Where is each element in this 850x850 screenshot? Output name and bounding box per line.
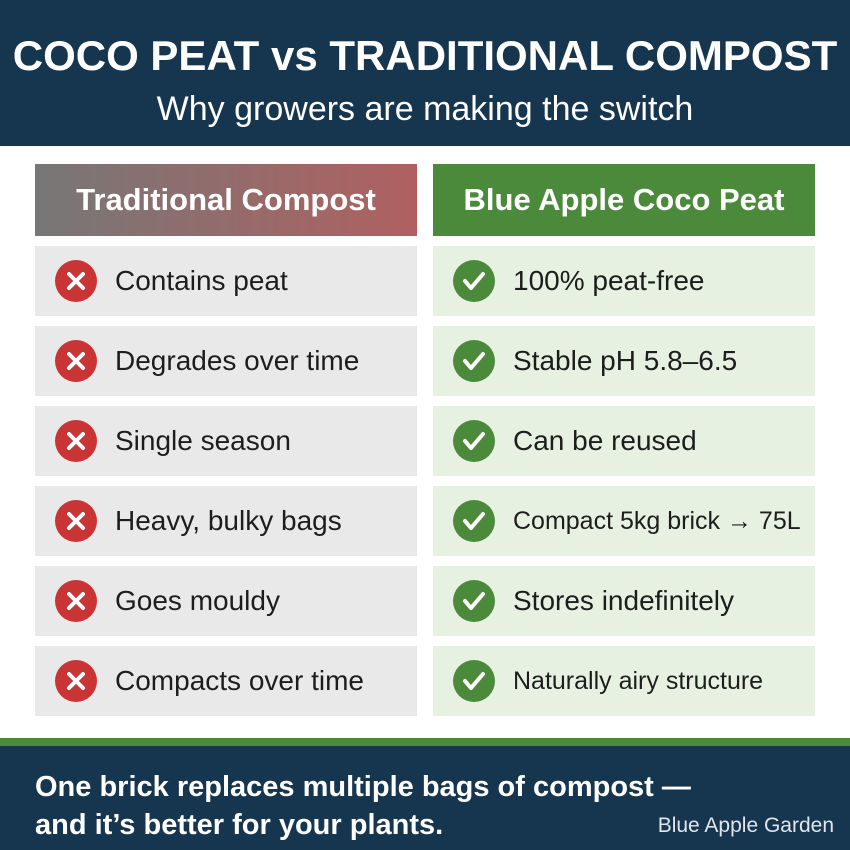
check-icon [453, 260, 495, 302]
row: 100% peat-free [433, 246, 815, 316]
row: Can be reused [433, 406, 815, 476]
row-text: Can be reused [513, 425, 697, 456]
cross-icon [55, 500, 97, 542]
row-text: Single season [115, 425, 291, 456]
header: COCO PEAT vs TRADITIONAL COMPOST Why gro… [0, 0, 850, 146]
footer-text: One brick replaces multiple bags of comp… [35, 771, 691, 841]
check-icon [453, 340, 495, 382]
row-text: Heavy, bulky bags [115, 505, 342, 536]
row-text: Contains peat [115, 265, 288, 296]
cross-icon [55, 340, 97, 382]
row: Single season [35, 406, 417, 476]
column: Blue Apple Coco Peat 100% peat-free Stable… [433, 164, 815, 716]
cross-icon [55, 580, 97, 622]
cross-icon [55, 420, 97, 462]
subtitle: Why growers are making the switch [156, 90, 694, 128]
row-text: Compacts over time [115, 665, 364, 696]
row: Compact 5kg brick → 75L [433, 486, 815, 556]
cross-icon [55, 660, 97, 702]
row-text: Stores indefinitely [513, 585, 735, 616]
row: Stores indefinitely [433, 566, 815, 636]
title: COCO PEAT vs TRADITIONAL COMPOST [12, 32, 838, 79]
row: Naturally airy structure [433, 646, 815, 716]
row: Heavy, bulky bags [35, 486, 417, 556]
brand: Blue Apple Garden [657, 814, 834, 837]
row-text: Compact 5kg brick → 75L [513, 506, 801, 535]
column-heading: Traditional Compost [35, 164, 417, 236]
row-text: Stable pH 5.8–6.5 [513, 345, 738, 376]
row-text: 100% peat-free [513, 265, 705, 296]
column-heading: Blue Apple Coco Peat [433, 164, 815, 236]
check-icon [453, 420, 495, 462]
check-icon [453, 660, 495, 702]
row: Contains peat [35, 246, 417, 316]
check-icon [453, 500, 495, 542]
row-text: Degrades over time [115, 345, 360, 376]
row-text: Goes mouldy [115, 585, 280, 616]
row: Degrades over time [35, 326, 417, 396]
check-icon [453, 580, 495, 622]
column: Traditional Compost Contains peat Degrades… [35, 164, 417, 716]
row: Stable pH 5.8–6.5 [433, 326, 815, 396]
row: Goes mouldy [35, 566, 417, 636]
cross-icon [55, 260, 97, 302]
footer: One brick replaces multiple bags of comp… [0, 738, 850, 850]
row-text: Naturally airy structure [513, 666, 764, 695]
row: Compacts over time [35, 646, 417, 716]
